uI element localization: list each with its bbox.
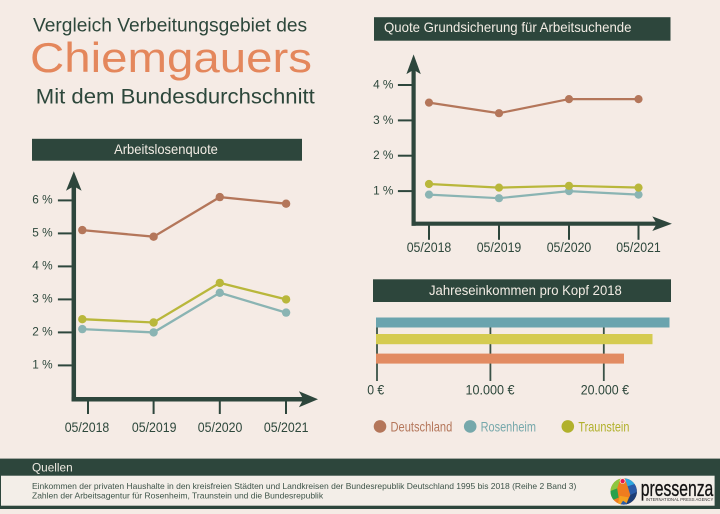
svg-text:0 €: 0 € [367, 382, 384, 397]
svg-text:2 %: 2 % [373, 148, 394, 162]
svg-text:05/2021: 05/2021 [616, 240, 661, 255]
svg-text:Vergleich Verbeitungsgebiet de: Vergleich Verbeitungsgebiet des [33, 15, 307, 36]
svg-text:pressenza: pressenza [641, 476, 714, 501]
svg-text:05/2020: 05/2020 [547, 240, 592, 255]
svg-text:10.000 €: 10.000 € [465, 382, 514, 397]
svg-text:6 %: 6 % [32, 193, 53, 207]
svg-text:Jahreseinkommen pro Kopf 2018: Jahreseinkommen pro Kopf 2018 [429, 282, 622, 298]
svg-text:1 %: 1 % [32, 358, 53, 372]
svg-text:4 %: 4 % [32, 259, 53, 273]
svg-text:Zahlen der Arbeitsagentur für: Zahlen der Arbeitsagentur für Rosenheim,… [32, 490, 324, 500]
svg-text:05/2019: 05/2019 [132, 420, 177, 435]
svg-text:Quote Grundsicherung für Arbei: Quote Grundsicherung für Arbeitsuchende [384, 19, 632, 35]
svg-text:1 %: 1 % [373, 184, 394, 198]
svg-text:Quellen: Quellen [32, 460, 73, 474]
svg-text:Chiemgauers: Chiemgauers [30, 34, 312, 81]
svg-text:05/2019: 05/2019 [477, 240, 522, 255]
svg-text:Mit dem Bundesdurchschnitt: Mit dem Bundesdurchschnitt [36, 84, 315, 108]
svg-text:5 %: 5 % [32, 226, 53, 240]
svg-text:05/2020: 05/2020 [198, 420, 243, 435]
svg-text:Traunstein: Traunstein [578, 420, 629, 435]
svg-text:2 %: 2 % [32, 325, 53, 339]
svg-text:05/2021: 05/2021 [264, 420, 309, 435]
svg-text:20.000 €: 20.000 € [581, 382, 630, 397]
svg-text:3 %: 3 % [373, 113, 394, 127]
svg-text:4 %: 4 % [373, 78, 394, 92]
svg-text:Deutschland: Deutschland [391, 420, 453, 435]
svg-text:3 %: 3 % [32, 292, 53, 306]
svg-text:Rosenheim: Rosenheim [481, 420, 536, 435]
svg-text:05/2018: 05/2018 [65, 420, 110, 435]
svg-text:Einkommen der privaten Haushal: Einkommen der privaten Haushalte in den … [32, 481, 577, 491]
svg-text:05/2018: 05/2018 [407, 240, 452, 255]
svg-text:Arbeitslosenquote: Arbeitslosenquote [114, 141, 218, 157]
svg-text:INTERNATIONAL PRESS AGENCY: INTERNATIONAL PRESS AGENCY [646, 497, 714, 503]
